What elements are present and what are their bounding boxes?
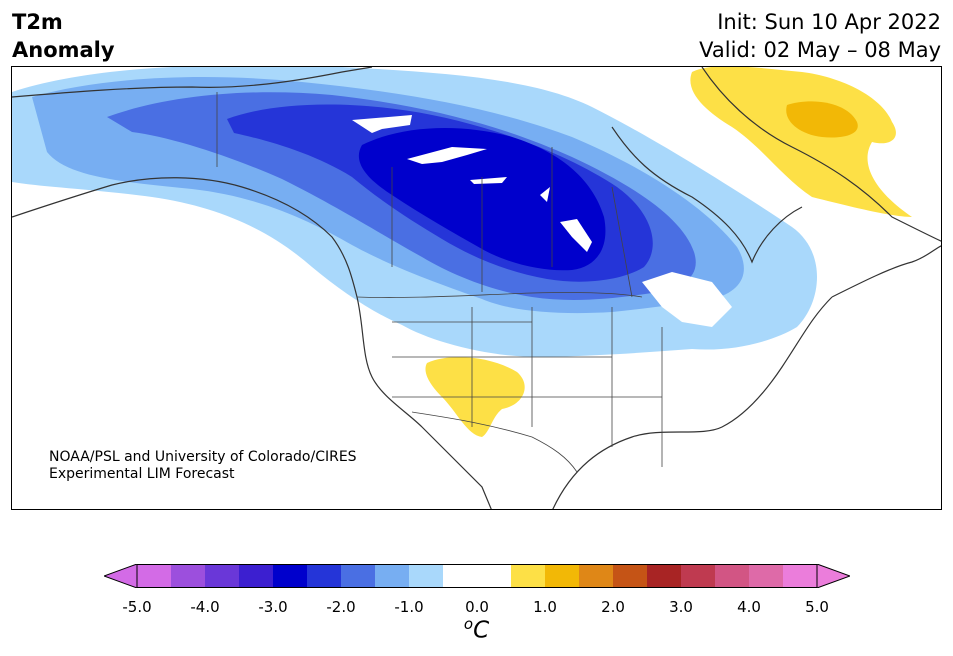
colorbar-tick-label: 2.0 xyxy=(601,598,625,616)
hudson-bay xyxy=(611,126,803,264)
colorbar-cell xyxy=(613,564,648,588)
great-bear-lake xyxy=(352,115,412,133)
map-title: T2m Anomaly xyxy=(12,8,115,64)
credit-line-2: Experimental LIM Forecast xyxy=(49,466,235,482)
reindeer-lake xyxy=(540,187,550,202)
forecast-dates: Init: Sun 10 Apr 2022 Valid: 02 May – 08… xyxy=(699,8,941,64)
state-borders xyxy=(392,307,663,467)
colorbar-tick-label: -3.0 xyxy=(258,598,288,616)
atlantic-canada xyxy=(831,245,941,298)
colorbar-cell xyxy=(409,564,444,588)
colorbar-tick-labels: -5.0 -4.0 -3.0 -2.0 -1.0 0.0 1.0 2.0 3.0 4.0 5.0 xyxy=(0,598,953,618)
colorbar xyxy=(104,564,850,588)
colorbar-outline xyxy=(136,564,818,588)
valid-date: Valid: 02 May – 08 May xyxy=(699,38,941,62)
colorbar-over-triangle xyxy=(816,564,850,588)
alaska-coast xyxy=(12,177,358,298)
colorbar-tick-label: 3.0 xyxy=(669,598,693,616)
colorbar-tick-label: -5.0 xyxy=(122,598,152,616)
map-canvas xyxy=(12,67,941,509)
colorbar-cell xyxy=(137,564,172,588)
title-line-1: T2m xyxy=(12,10,63,34)
lake-winnipeg xyxy=(560,219,592,252)
colorbar-tick-label: -4.0 xyxy=(190,598,220,616)
colorbar-tick-label: 0.0 xyxy=(465,598,489,616)
colorbar-units: oC xyxy=(0,615,953,644)
colorbar-cell xyxy=(341,564,376,588)
colorbar-cell xyxy=(171,564,206,588)
lake-athabasca xyxy=(470,177,507,184)
colorbar-tick-label: -2.0 xyxy=(326,598,356,616)
colorbar-cell xyxy=(681,564,716,588)
anomaly-contour-pos-0-5-greenland xyxy=(690,67,912,217)
colorbar-cell xyxy=(477,564,512,588)
colorbar-cell xyxy=(579,564,614,588)
lakes xyxy=(352,115,732,327)
great-lakes xyxy=(642,272,732,327)
us-mexico-border xyxy=(411,411,578,473)
colorbar-cell xyxy=(239,564,274,588)
init-date: Init: Sun 10 Apr 2022 xyxy=(717,10,941,34)
colorbar-cell xyxy=(749,564,784,588)
colorbar-cell xyxy=(511,564,546,588)
great-slave-lake xyxy=(407,147,487,164)
colorbar-under-triangle xyxy=(104,564,138,588)
colorbar-cell xyxy=(273,564,308,588)
province-borders xyxy=(391,147,633,298)
anomaly-contour-pos-1-0-greenland xyxy=(786,101,858,138)
political-borders xyxy=(216,92,663,473)
colorbar-tick-label: 4.0 xyxy=(737,598,761,616)
credit-line-1: NOAA/PSL and University of Colorado/CIRE… xyxy=(49,449,357,465)
colorbar-cell xyxy=(205,564,240,588)
pacific-coast xyxy=(356,296,492,509)
colorbar-cell xyxy=(783,564,818,588)
colorbar-cells xyxy=(137,564,818,588)
colorbar-cell xyxy=(307,564,342,588)
anomaly-map xyxy=(11,66,942,510)
cold-anomaly-field xyxy=(12,67,817,358)
units-letter: C xyxy=(473,617,490,644)
colorbar-cell xyxy=(443,564,478,588)
colorbar-tick-label: -1.0 xyxy=(394,598,424,616)
colorbar-cell xyxy=(715,564,750,588)
gulf-coast xyxy=(552,296,833,509)
us-canada-border xyxy=(356,292,643,298)
coastlines xyxy=(12,67,941,509)
title-line-2: Anomaly xyxy=(12,38,115,62)
colorbar-tick-label: 5.0 xyxy=(805,598,829,616)
colorbar-tick-label: 1.0 xyxy=(533,598,557,616)
greenland-coast xyxy=(701,67,941,242)
units-degree: o xyxy=(463,615,474,633)
colorbar-cell xyxy=(375,564,410,588)
colorbar-cell xyxy=(647,564,682,588)
colorbar-cell xyxy=(545,564,580,588)
arctic-coast xyxy=(12,67,373,98)
forecast-credit: NOAA/PSL and University of Colorado/CIRE… xyxy=(49,449,357,483)
